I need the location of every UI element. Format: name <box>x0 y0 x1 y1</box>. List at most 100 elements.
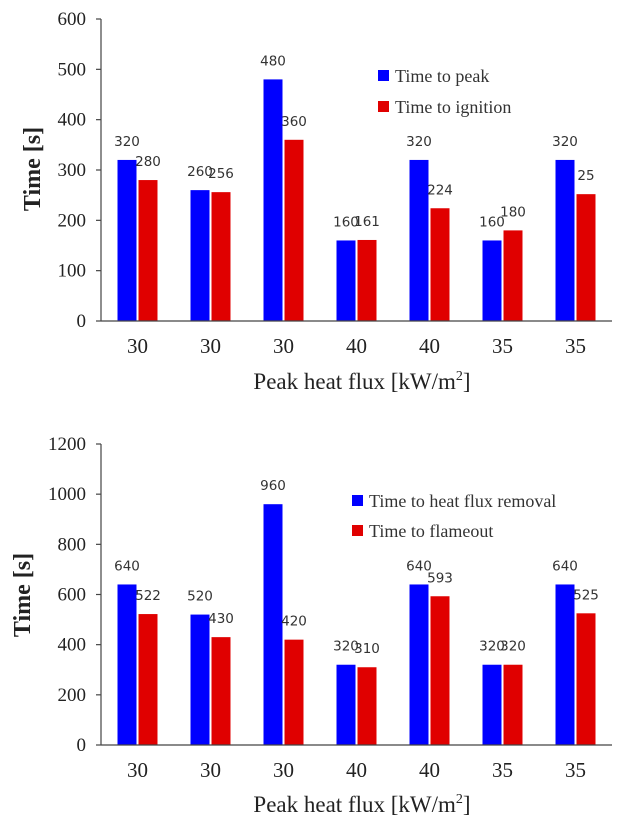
x-tick-label: 30 <box>127 758 148 782</box>
bar-time-to-peak <box>409 159 429 321</box>
y-axis-title: Time [s] <box>20 127 46 211</box>
data-label: 522 <box>135 588 161 604</box>
y-tick-label: 1200 <box>48 434 86 455</box>
y-tick-label: 200 <box>58 210 87 231</box>
y-tick-label: 0 <box>77 311 87 332</box>
data-label: 320 <box>114 134 140 150</box>
data-labels-group: 3202802602564803601601613202241601803202… <box>114 53 594 230</box>
bar-time-to-heat-flux-removal <box>190 614 210 745</box>
x-tick-label: 35 <box>565 334 586 358</box>
y-tick-label: 500 <box>58 59 87 80</box>
y-axis-title: Time [s] <box>10 553 36 637</box>
x-tick-label: 30 <box>273 334 294 358</box>
data-label: 320 <box>479 639 505 655</box>
bar-time-to-flameout <box>284 639 304 745</box>
y-tick-labels: 0 200 400 600 800 1000 1200 <box>48 434 86 756</box>
data-label: 640 <box>406 558 432 574</box>
data-label: 520 <box>187 589 213 605</box>
legend-swatch-time-to-flameout <box>352 525 363 536</box>
data-label: 525 <box>573 587 599 603</box>
legend-label-time-to-heat-flux-removal: Time to heat flux removal <box>369 491 556 511</box>
bars-group <box>117 79 596 322</box>
y-tick-label: 400 <box>58 635 87 656</box>
x-tick-label: 40 <box>346 758 367 782</box>
legend-label-time-to-peak: Time to peak <box>395 66 489 86</box>
data-label: 320 <box>500 639 526 655</box>
bar-time-to-flameout <box>576 613 596 745</box>
legend: Time to heat flux removal Time to flameo… <box>352 491 556 541</box>
data-label: 320 <box>552 134 578 150</box>
bar-time-to-flameout <box>503 664 523 745</box>
bar-time-to-peak <box>555 159 575 321</box>
y-tick-label: 800 <box>58 534 87 555</box>
bar-time-to-flameout <box>357 667 377 745</box>
x-axis-title: Peak heat flux [kW/m2] <box>253 369 470 394</box>
bar-time-to-heat-flux-removal <box>409 584 429 745</box>
y-tick-labels: 0 100 200 300 400 500 600 <box>58 9 87 332</box>
x-tick-labels: 30 30 30 40 40 35 35 <box>127 758 586 782</box>
x-tick-label: 35 <box>492 334 513 358</box>
y-tick-label: 400 <box>58 110 87 131</box>
y-tick-label: 600 <box>58 9 87 30</box>
bar-time-to-ignition <box>576 194 596 321</box>
bar-time-to-ignition <box>211 192 231 321</box>
x-tick-label: 40 <box>346 334 367 358</box>
y-tick-label: 0 <box>77 735 87 756</box>
data-label: 256 <box>208 166 234 182</box>
legend-label-time-to-flameout: Time to flameout <box>369 521 493 541</box>
data-label: 260 <box>187 164 213 180</box>
y-tick-marks <box>96 443 101 746</box>
legend: Time to peak Time to ignition <box>378 66 511 117</box>
x-axis-title: Peak heat flux [kW/m2] <box>253 792 470 817</box>
y-tick-marks <box>96 18 101 322</box>
data-label: 430 <box>208 611 234 627</box>
legend-swatch-time-to-ignition <box>378 101 389 112</box>
x-tick-labels: 30 30 30 40 40 35 35 <box>127 334 586 358</box>
bar-time-to-flameout <box>430 596 450 745</box>
data-label: 640 <box>552 558 578 574</box>
legend-swatch-time-to-heat-flux-removal <box>352 495 363 506</box>
bars-group <box>117 504 596 745</box>
y-tick-label: 1000 <box>48 484 86 505</box>
y-tick-label: 300 <box>58 160 87 181</box>
data-label: 360 <box>281 114 307 130</box>
x-tick-label: 30 <box>200 758 221 782</box>
bar-time-to-flameout <box>138 614 158 745</box>
bar-time-to-ignition <box>284 139 304 321</box>
x-tick-label: 40 <box>419 334 440 358</box>
bar-time-to-flameout <box>211 637 231 745</box>
data-label: 960 <box>260 478 286 494</box>
x-tick-label: 35 <box>492 758 513 782</box>
bar-time-to-peak <box>263 79 283 322</box>
x-tick-label: 30 <box>200 334 221 358</box>
bar-time-to-peak <box>190 190 210 321</box>
bar-time-to-ignition <box>430 208 450 321</box>
data-label: 593 <box>427 570 453 586</box>
x-tick-label: 40 <box>419 758 440 782</box>
data-label: 224 <box>427 182 453 198</box>
legend-swatch-time-to-peak <box>378 70 389 81</box>
data-label: 160 <box>333 214 359 230</box>
y-tick-label: 600 <box>58 585 87 606</box>
data-label: 160 <box>479 214 505 230</box>
bar-time-to-heat-flux-removal <box>117 584 137 745</box>
data-label: 420 <box>281 614 307 630</box>
data-label: 320 <box>333 639 359 655</box>
data-label: 280 <box>135 154 161 170</box>
data-label: 25 <box>577 168 594 184</box>
y-tick-label: 100 <box>58 261 87 282</box>
data-label: 180 <box>500 204 526 220</box>
bar-time-to-ignition <box>503 230 523 321</box>
chart-time-to-peak-ignition: 3202802602564803601601613202241601803202… <box>20 9 612 394</box>
data-label: 480 <box>260 53 286 69</box>
bar-time-to-peak <box>117 159 137 321</box>
bar-time-to-heat-flux-removal <box>263 504 283 745</box>
x-tick-label: 35 <box>565 758 586 782</box>
legend-label-time-to-ignition: Time to ignition <box>395 97 511 117</box>
x-tick-label: 30 <box>273 758 294 782</box>
data-label: 161 <box>354 214 380 230</box>
bar-time-to-ignition <box>138 180 158 321</box>
x-tick-label: 30 <box>127 334 148 358</box>
